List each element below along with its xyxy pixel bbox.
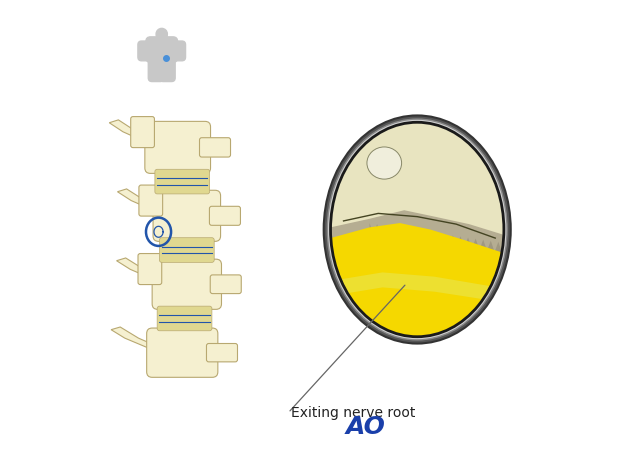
Ellipse shape xyxy=(367,147,402,179)
FancyBboxPatch shape xyxy=(139,185,162,216)
Text: Exiting nerve root: Exiting nerve root xyxy=(291,406,415,420)
Ellipse shape xyxy=(330,122,504,337)
Ellipse shape xyxy=(330,122,504,337)
FancyBboxPatch shape xyxy=(159,238,214,263)
Ellipse shape xyxy=(330,122,504,337)
FancyBboxPatch shape xyxy=(156,34,167,45)
Polygon shape xyxy=(330,210,504,256)
Polygon shape xyxy=(111,327,161,350)
FancyBboxPatch shape xyxy=(152,259,221,309)
Polygon shape xyxy=(117,189,167,213)
FancyBboxPatch shape xyxy=(153,190,221,241)
FancyBboxPatch shape xyxy=(155,169,210,194)
Ellipse shape xyxy=(324,116,511,343)
Polygon shape xyxy=(109,120,159,144)
FancyBboxPatch shape xyxy=(206,343,237,362)
FancyBboxPatch shape xyxy=(146,37,177,62)
Ellipse shape xyxy=(330,122,504,337)
FancyBboxPatch shape xyxy=(145,121,211,174)
Circle shape xyxy=(156,28,167,39)
FancyBboxPatch shape xyxy=(138,253,162,285)
FancyBboxPatch shape xyxy=(210,206,241,225)
Polygon shape xyxy=(330,122,504,235)
Polygon shape xyxy=(117,258,167,281)
Ellipse shape xyxy=(330,122,504,337)
FancyBboxPatch shape xyxy=(210,275,241,294)
FancyBboxPatch shape xyxy=(169,41,185,61)
Ellipse shape xyxy=(330,122,504,337)
FancyBboxPatch shape xyxy=(138,41,154,61)
Polygon shape xyxy=(330,223,504,337)
FancyBboxPatch shape xyxy=(148,54,164,82)
Polygon shape xyxy=(330,272,504,302)
FancyBboxPatch shape xyxy=(157,306,212,331)
Text: AO: AO xyxy=(345,415,386,439)
Ellipse shape xyxy=(330,122,504,337)
FancyBboxPatch shape xyxy=(159,54,175,82)
Ellipse shape xyxy=(330,122,504,337)
Ellipse shape xyxy=(330,122,504,337)
Polygon shape xyxy=(370,223,502,262)
Ellipse shape xyxy=(327,119,507,340)
FancyBboxPatch shape xyxy=(147,328,218,377)
FancyBboxPatch shape xyxy=(200,138,231,157)
FancyBboxPatch shape xyxy=(131,117,154,148)
